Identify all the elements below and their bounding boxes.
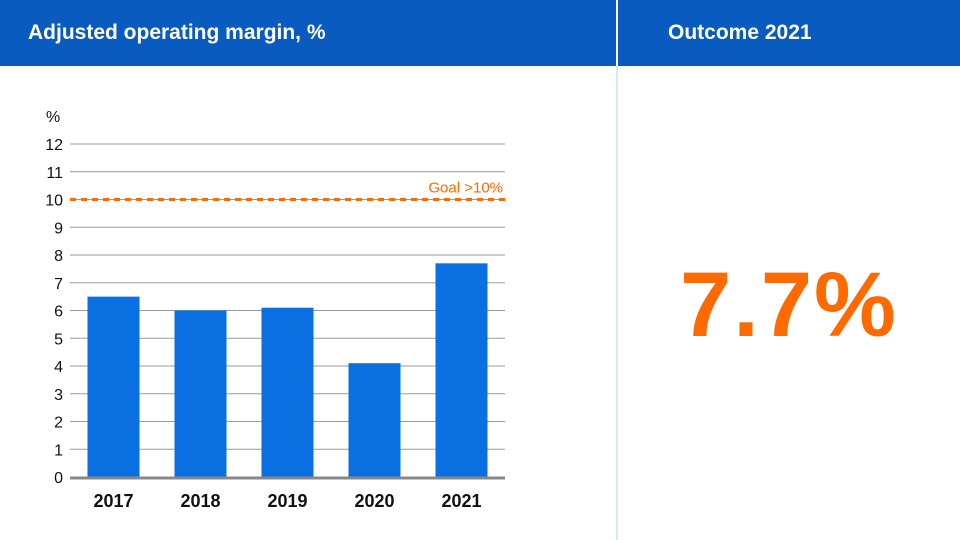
x-tick-label: 2017 (93, 491, 133, 511)
y-axis-label: % (46, 109, 60, 126)
y-tick-label: 12 (45, 137, 63, 154)
y-tick-label: 3 (54, 387, 63, 404)
panel-divider (616, 66, 618, 540)
x-tick-label: 2019 (267, 491, 307, 511)
goal-label: Goal >10% (428, 180, 503, 197)
y-tick-label: 5 (54, 331, 63, 348)
bar (261, 307, 314, 477)
x-tick-label: 2020 (354, 491, 394, 511)
y-tick-label: 1 (54, 442, 63, 459)
bar (174, 310, 227, 477)
bar (87, 296, 140, 477)
y-tick-label: 0 (54, 470, 63, 487)
y-tick-label: 6 (54, 304, 63, 321)
x-tick-label: 2021 (441, 491, 481, 511)
chart-title: Adjusted operating margin, % (28, 21, 326, 44)
bar (348, 363, 401, 477)
y-tick-label: 7 (54, 276, 63, 293)
x-tick-label: 2018 (180, 491, 220, 511)
y-tick-label: 11 (46, 165, 63, 182)
chart-header: Adjusted operating margin, % (0, 0, 616, 66)
y-tick-label: 9 (54, 220, 63, 237)
outcome-title: Outcome 2021 (668, 21, 812, 44)
outcome-value: 7.7% (680, 254, 898, 356)
y-tick-label: 4 (54, 359, 63, 376)
outcome-header: Outcome 2021 (618, 0, 960, 66)
y-tick-label: 2 (54, 415, 63, 432)
bar (435, 263, 488, 477)
y-tick-label: 10 (45, 193, 63, 210)
y-tick-label: 8 (54, 248, 63, 265)
